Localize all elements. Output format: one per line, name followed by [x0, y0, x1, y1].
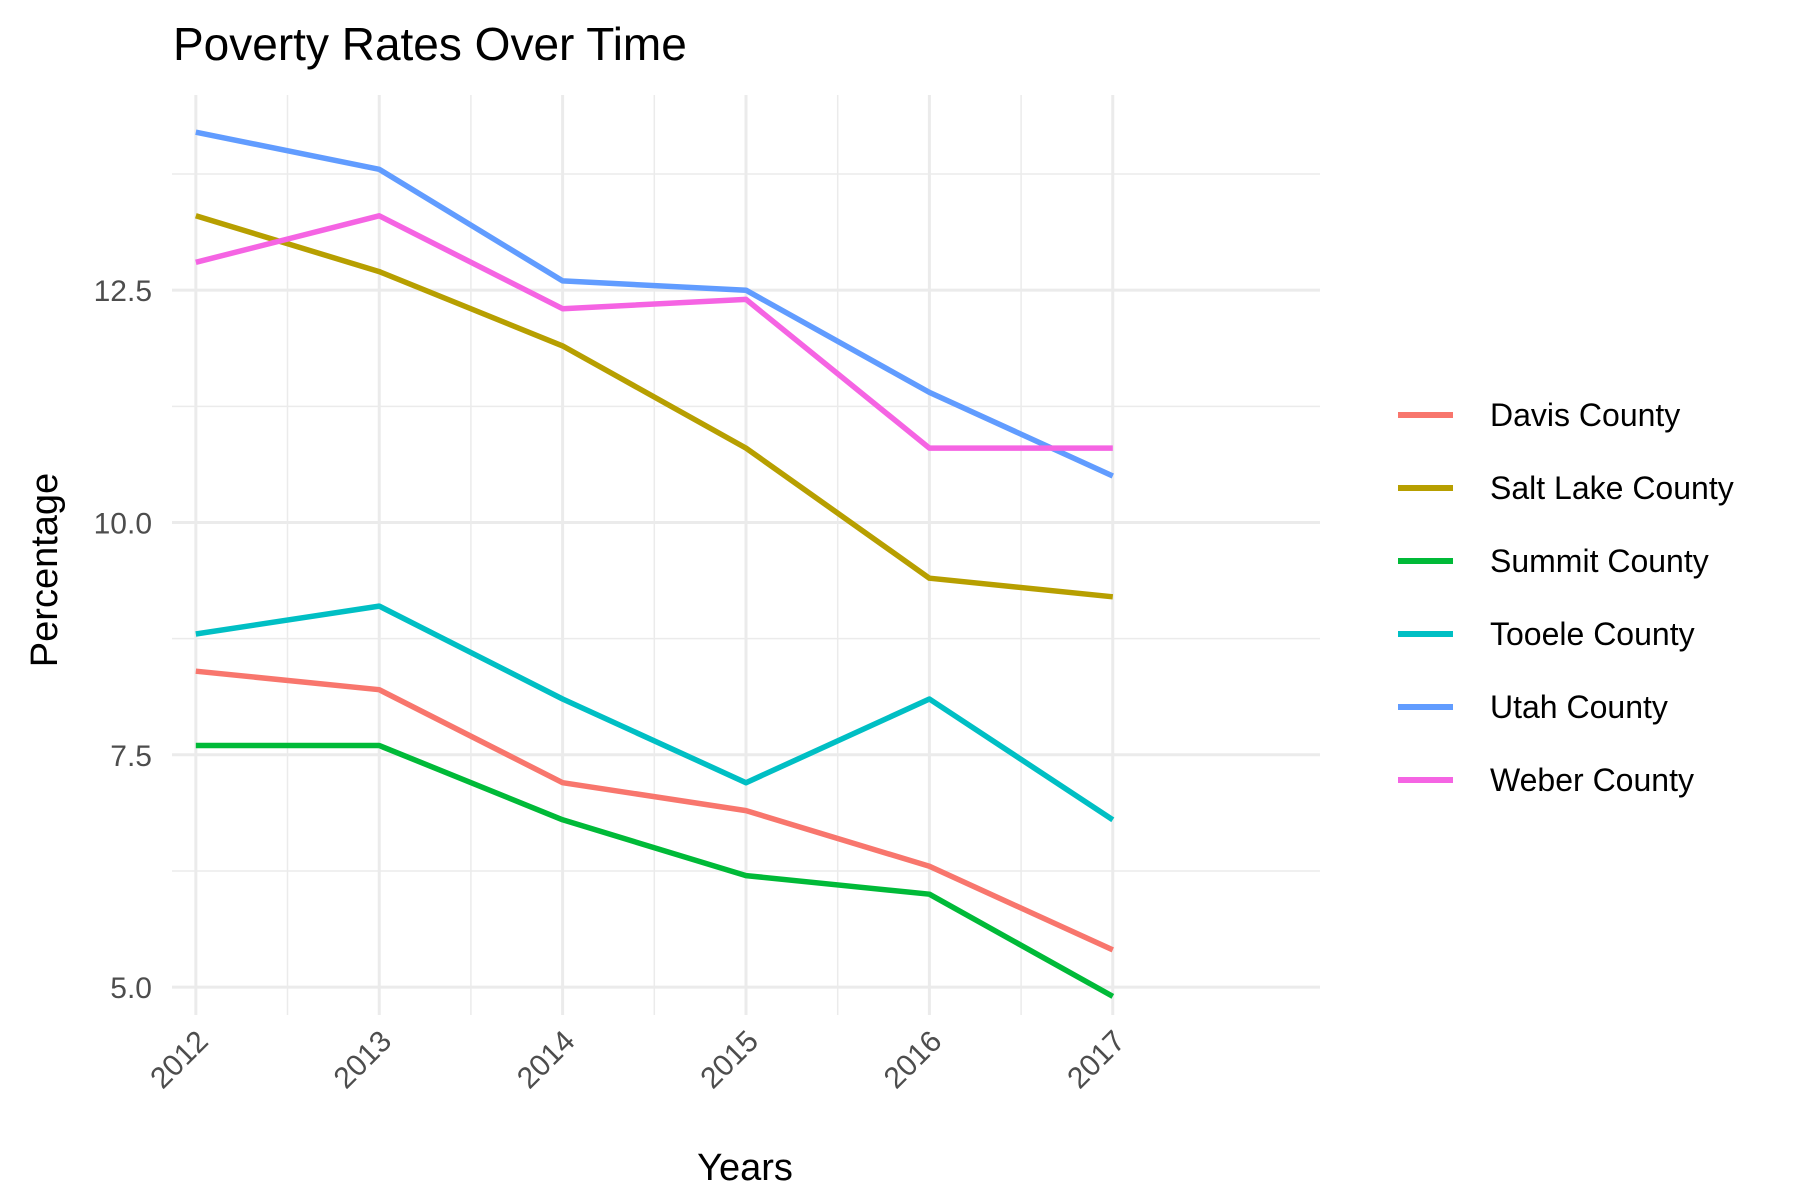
series-line-tooele-county — [195, 603, 1115, 823]
series-line-weber-county — [195, 213, 1113, 451]
legend-label: Davis County — [1490, 397, 1680, 433]
y-tick-label: 12.5 — [94, 275, 152, 308]
legend-label: Tooele County — [1490, 616, 1695, 652]
chart-title: Poverty Rates Over Time — [173, 18, 687, 70]
legend-label: Utah County — [1490, 689, 1668, 725]
y-axis-title: Percentage — [24, 473, 66, 667]
y-tick-label: 10.0 — [94, 507, 152, 540]
legend-label: Weber County — [1490, 762, 1694, 798]
legend: Davis County Salt Lake County Summit Count… — [1398, 397, 1734, 798]
series-line-utah-county — [195, 129, 1114, 479]
x-tick-label: 2014 — [511, 1025, 582, 1096]
x-tick-label: 2012 — [144, 1025, 215, 1096]
legend-label: Summit County — [1490, 543, 1709, 579]
x-tick-label: 2015 — [694, 1025, 765, 1096]
x-axis-ticks: 2012 2013 2014 2015 2016 2017 — [144, 1025, 1131, 1096]
y-tick-label: 5.0 — [110, 972, 152, 1005]
x-tick-label: 2016 — [878, 1025, 949, 1096]
y-axis-ticks: 5.0 7.5 10.0 12.5 — [94, 275, 152, 1005]
x-tick-label: 2013 — [328, 1025, 399, 1096]
x-tick-label: 2017 — [1061, 1025, 1132, 1096]
series-line-salt-lake-county — [194, 213, 1114, 600]
series-line-davis-county — [195, 668, 1114, 953]
legend-label: Salt Lake County — [1490, 470, 1734, 506]
series-lines — [194, 129, 1115, 999]
x-axis-title: Years — [697, 1147, 793, 1189]
series-line-summit-county — [195, 742, 1115, 999]
y-tick-label: 7.5 — [110, 740, 152, 773]
